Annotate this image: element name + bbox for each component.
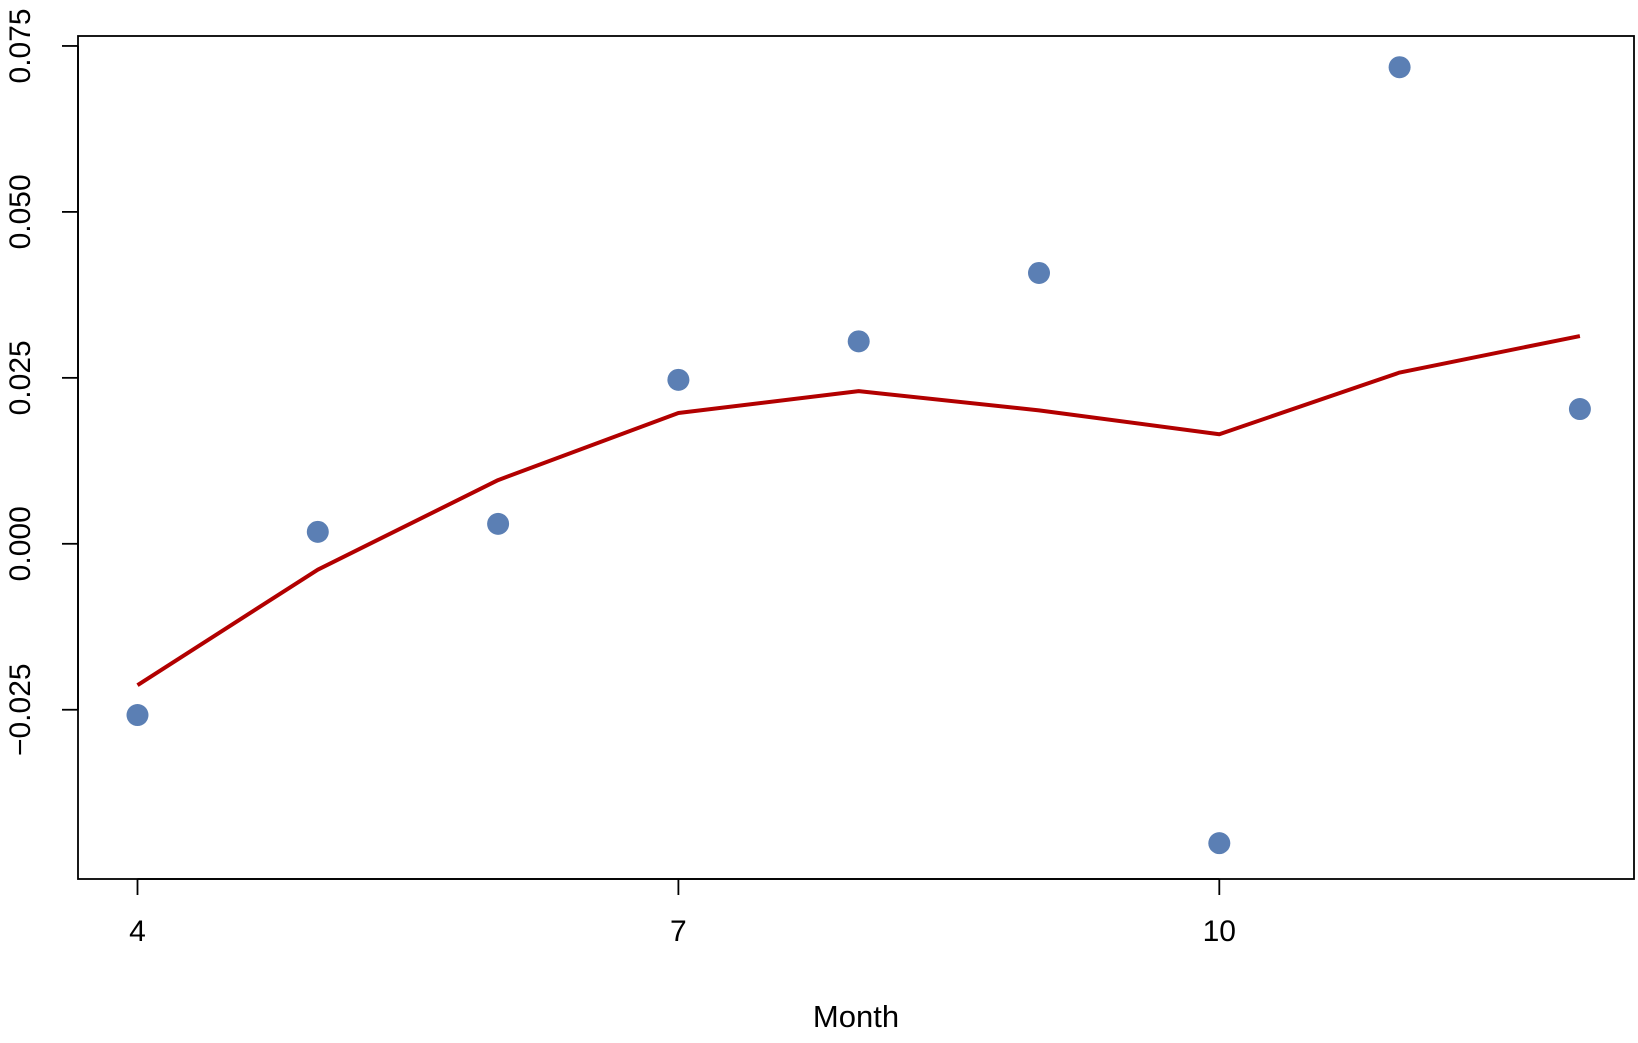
points-layer: [126, 56, 1591, 855]
x-tick-label: 10: [1203, 915, 1236, 948]
y-tick-label: −0.025: [4, 663, 37, 756]
data-point: [487, 512, 510, 535]
data-point: [1388, 56, 1411, 79]
x-tick-label: 4: [129, 915, 146, 948]
data-point: [1568, 398, 1591, 421]
fit-line: [136, 334, 1581, 687]
data-point: [1028, 261, 1051, 284]
data-point: [126, 704, 149, 727]
y-tick-label: 0.075: [4, 8, 37, 83]
x-tick-label: 7: [670, 915, 687, 948]
y-axis: −0.025 0.000 0.025 0.050 0.075: [4, 8, 79, 756]
x-axis: 4 7 10: [129, 878, 1236, 948]
data-point: [667, 368, 690, 391]
x-axis-label: Month: [813, 999, 899, 1034]
y-tick-label: 0.000: [4, 506, 37, 581]
data-point: [306, 520, 329, 543]
y-tick-label: 0.025: [4, 340, 37, 415]
data-point: [1208, 832, 1231, 855]
y-tick-label: 0.050: [4, 174, 37, 249]
data-point: [847, 330, 870, 353]
fit-line-layer: [136, 334, 1581, 687]
plot-frame: [77, 35, 1635, 880]
